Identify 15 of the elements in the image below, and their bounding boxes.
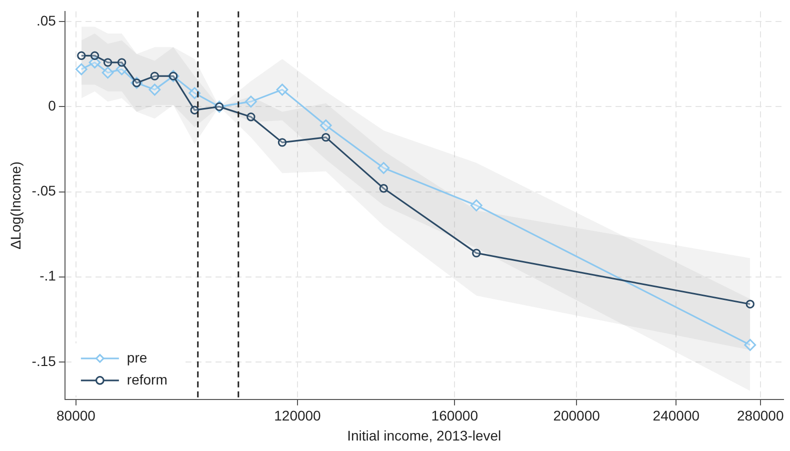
x-tick-label: 200000 xyxy=(553,408,600,424)
y-tick-label: -.15 xyxy=(32,352,56,369)
x-tick-label: 280000 xyxy=(737,408,784,424)
x-tick-label: 160000 xyxy=(431,408,478,424)
y-tick-label: 0 xyxy=(48,98,56,114)
y-axis-title: ΔLog(Income) xyxy=(7,161,24,250)
x-axis-title: Initial income, 2013-level xyxy=(347,427,502,444)
legend-label: pre xyxy=(126,349,148,366)
y-tick-label: .05 xyxy=(36,12,56,28)
y-tick-label: -.05 xyxy=(32,182,56,199)
legend-label: reform xyxy=(126,371,168,388)
x-tick-label: 240000 xyxy=(652,408,700,424)
y-tick-label: -.1 xyxy=(40,268,56,284)
x-tick-label: 80000 xyxy=(56,408,96,424)
x-tick-label: 120000 xyxy=(274,408,322,424)
